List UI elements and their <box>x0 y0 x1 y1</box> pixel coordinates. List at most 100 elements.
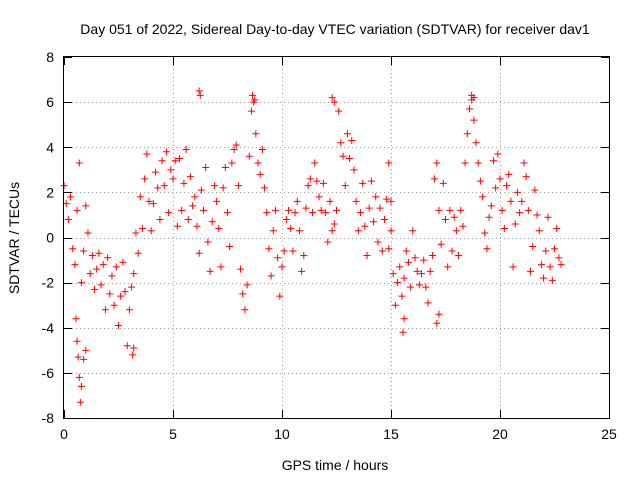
data-point <box>486 214 493 221</box>
data-point <box>457 207 464 214</box>
data-point <box>374 239 381 246</box>
data-point <box>213 198 220 205</box>
data-point <box>154 184 161 191</box>
data-point <box>252 130 259 137</box>
x-axis-label: GPS time / hours <box>282 457 389 473</box>
data-point <box>198 187 205 194</box>
data-point <box>115 322 122 329</box>
data-point <box>364 252 371 259</box>
data-point <box>435 207 442 214</box>
data-point <box>464 130 471 137</box>
data-point <box>355 227 362 234</box>
y-tick-label: 4 <box>46 139 54 155</box>
data-point <box>433 160 440 167</box>
data-point <box>462 160 469 167</box>
data-point <box>191 193 198 200</box>
data-point <box>401 275 408 282</box>
data-point <box>416 281 423 288</box>
data-point <box>239 290 246 297</box>
data-point <box>200 207 207 214</box>
data-point <box>492 184 499 191</box>
data-point <box>89 252 96 259</box>
data-point <box>202 164 209 171</box>
data-point <box>507 198 514 205</box>
data-point <box>71 261 78 268</box>
data-point <box>398 293 405 300</box>
data-point <box>268 272 275 279</box>
data-point <box>344 130 351 137</box>
y-tick-label: 2 <box>46 184 54 200</box>
data-point <box>326 198 333 205</box>
data-point <box>399 329 406 336</box>
data-point <box>226 243 233 250</box>
data-point <box>72 315 79 322</box>
data-point <box>294 198 301 205</box>
data-point <box>187 173 194 180</box>
data-point <box>222 164 229 171</box>
data-point <box>425 299 432 306</box>
data-point <box>551 245 558 252</box>
data-point <box>270 227 277 234</box>
data-point <box>466 105 473 112</box>
data-point <box>76 160 83 167</box>
data-point <box>555 254 562 261</box>
data-point <box>237 266 244 273</box>
data-point <box>409 227 416 234</box>
data-point <box>104 254 111 261</box>
data-point <box>178 207 185 214</box>
data-point <box>501 225 508 232</box>
data-point <box>87 270 94 277</box>
data-point <box>453 227 460 234</box>
data-point <box>449 248 456 255</box>
data-point <box>479 193 486 200</box>
data-point <box>119 259 126 266</box>
data-point <box>113 263 120 270</box>
data-point <box>407 284 414 291</box>
data-point <box>316 193 323 200</box>
data-point <box>483 245 490 252</box>
y-tick-label: 8 <box>46 49 54 65</box>
data-point <box>165 209 172 216</box>
x-tick-label: 0 <box>60 426 68 442</box>
data-point <box>272 207 279 214</box>
data-point <box>455 252 462 259</box>
y-tick-label: 0 <box>46 230 54 246</box>
data-point <box>74 207 81 214</box>
data-point <box>348 137 355 144</box>
data-point <box>490 157 497 164</box>
y-tick-label: -6 <box>42 365 55 381</box>
data-point <box>403 248 410 255</box>
data-point <box>475 160 482 167</box>
data-point <box>357 209 364 216</box>
data-point <box>446 207 453 214</box>
data-point <box>141 175 148 182</box>
data-point <box>130 270 137 277</box>
data-point <box>257 171 264 178</box>
chart-title: Day 051 of 2022, Sidereal Day-to-day VTE… <box>80 21 590 37</box>
y-tick-label: -2 <box>42 275 55 291</box>
data-point <box>488 202 495 209</box>
data-point <box>361 223 368 230</box>
data-point <box>438 241 445 248</box>
data-point <box>148 227 155 234</box>
data-point <box>427 268 434 275</box>
data-point <box>152 169 159 176</box>
data-point <box>84 229 91 236</box>
data-point <box>534 211 541 218</box>
data-point <box>263 209 270 216</box>
data-point <box>516 209 523 216</box>
data-point <box>289 248 296 255</box>
data-point <box>514 189 521 196</box>
data-point <box>217 263 224 270</box>
data-point <box>82 202 89 209</box>
data-point <box>544 214 551 221</box>
data-point <box>130 345 137 352</box>
data-point <box>311 160 318 167</box>
data-point <box>204 239 211 246</box>
data-point <box>481 229 488 236</box>
data-point <box>440 180 447 187</box>
data-point <box>235 182 242 189</box>
x-tick-label: 20 <box>492 426 508 442</box>
data-point <box>207 268 214 275</box>
data-point <box>215 225 222 232</box>
